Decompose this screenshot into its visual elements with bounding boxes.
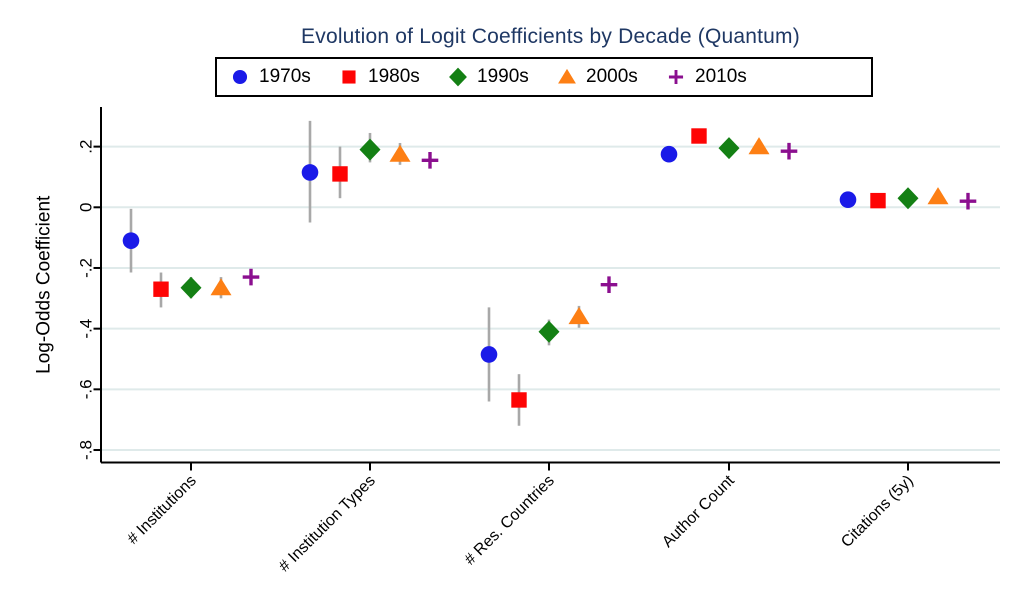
y-tick-label: -.6	[77, 379, 96, 399]
square-marker-1980s	[153, 281, 169, 297]
circle-icon	[232, 69, 248, 85]
y-tick-label: .2	[77, 140, 96, 154]
plus-marker-2010s	[959, 192, 977, 210]
legend-label: 1980s	[368, 66, 420, 87]
diamond-icon-shape	[449, 67, 467, 87]
triangle-icon-shape	[558, 68, 576, 84]
square-marker-1980s	[691, 128, 707, 144]
diamond-icon	[449, 67, 467, 87]
legend-item-1970s: 1970s	[229, 66, 338, 88]
y-axis-title: Log-Odds Coefficient	[34, 195, 55, 374]
x-tick-label: Citations (5y)	[838, 472, 917, 551]
square-icon-shape	[342, 70, 356, 84]
legend-label: 1990s	[477, 66, 529, 87]
triangle-marker-2000s	[748, 137, 770, 155]
plus-marker-2010s	[421, 151, 439, 169]
triangle-marker-2000s	[568, 307, 590, 325]
x-tick-label: # Res. Countries	[462, 472, 558, 568]
legend-item-1980s: 1980s	[338, 66, 447, 88]
diamond-marker-1990s	[180, 276, 202, 299]
chart-title: Evolution of Logit Coefficients by Decad…	[301, 25, 800, 48]
diamond-marker-1990s	[897, 187, 919, 210]
legend-item-1990s: 1990s	[447, 66, 556, 88]
triangle-marker-2000s	[210, 278, 232, 296]
square-marker-1980s	[870, 192, 886, 209]
triangle-marker-2000s	[927, 187, 949, 205]
legend-label: 1970s	[259, 66, 311, 87]
plus-marker-2010s	[600, 276, 618, 293]
circle-marker-1970s	[480, 346, 498, 363]
diamond-marker-1990s	[538, 320, 560, 343]
circle-marker-1970s	[122, 232, 140, 249]
x-tick-label: # Institution Types	[276, 472, 379, 575]
plus-icon-shape	[668, 69, 684, 85]
plus-marker-2010s	[780, 142, 798, 160]
y-tick-label: -.2	[77, 258, 96, 278]
x-tick-label: Author Count	[659, 472, 738, 551]
circle-marker-1970s	[839, 191, 857, 209]
diamond-marker-1990s	[718, 137, 740, 160]
triangle-icon	[558, 68, 576, 84]
triangle-marker-2000s	[389, 144, 411, 162]
x-tick-label: # Institutions	[124, 472, 200, 548]
legend-label: 2000s	[586, 66, 638, 87]
y-tick-label: 0	[77, 203, 96, 212]
circle-icon-shape	[232, 69, 248, 85]
circle-marker-1970s	[660, 145, 678, 163]
y-tick-label: -.8	[77, 440, 96, 460]
legend-item-2000s: 2000s	[556, 66, 665, 88]
square-marker-1980s	[332, 166, 348, 182]
legend: 1970s 1980s 1990s 2000s 2010s	[215, 57, 873, 97]
square-marker-1980s	[511, 392, 527, 408]
circle-marker-1970s	[301, 164, 319, 181]
legend-item-2010s: 2010s	[665, 66, 774, 88]
square-icon	[342, 70, 356, 84]
y-tick-label: -.4	[77, 319, 96, 339]
plus-marker-2010s	[242, 268, 260, 286]
plus-icon	[668, 69, 684, 85]
diamond-marker-1990s	[359, 138, 381, 161]
legend-label: 2010s	[695, 66, 747, 87]
